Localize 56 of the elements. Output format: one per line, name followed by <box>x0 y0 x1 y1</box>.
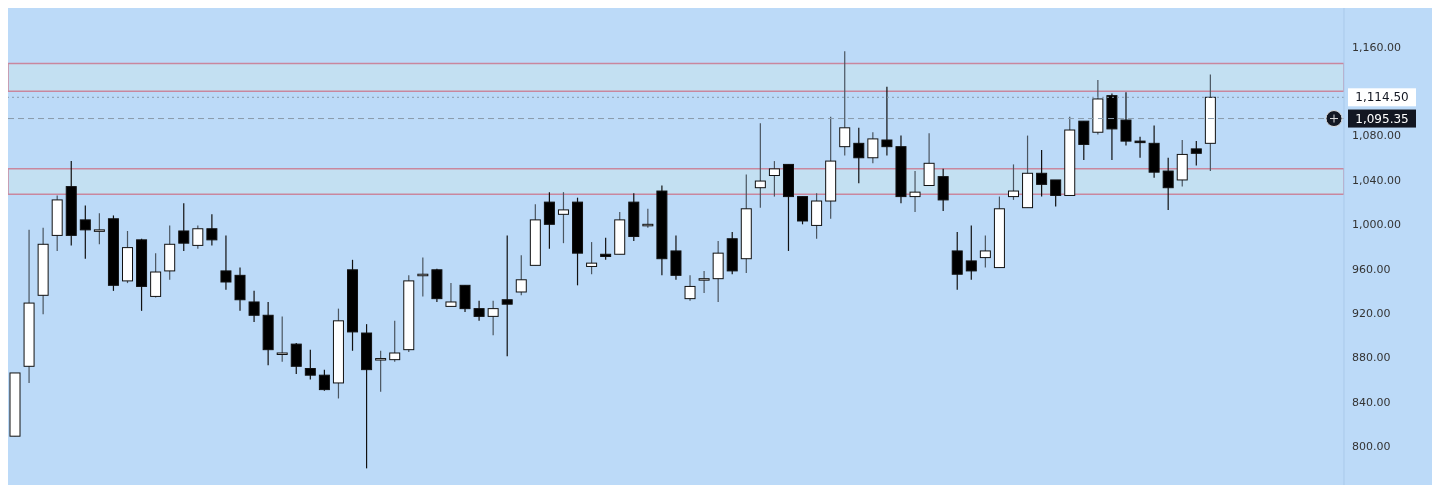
candlestick <box>1120 91 1132 147</box>
candlestick <box>501 234 513 357</box>
y-tick-label: 1,040.00 <box>1352 173 1401 187</box>
candlestick <box>1007 163 1019 201</box>
candlestick <box>487 300 499 336</box>
candlestick <box>1190 140 1202 167</box>
candlestick <box>1078 120 1090 161</box>
candlestick <box>178 202 190 252</box>
candlestick <box>979 234 991 269</box>
candlestick <box>867 131 879 164</box>
candlestick <box>248 290 260 323</box>
candlestick <box>1050 179 1062 208</box>
y-tick-label: 1,160.00 <box>1352 40 1401 54</box>
y-tick-label: 1,080.00 <box>1352 129 1401 143</box>
candlestick <box>515 254 527 296</box>
candlestick <box>600 237 612 261</box>
y-tick-label: 920.00 <box>1352 306 1391 320</box>
candlestick <box>698 270 710 294</box>
candlestick <box>557 191 569 244</box>
y-tick-label: 880.00 <box>1352 351 1391 365</box>
candlestick <box>318 369 330 392</box>
candlestick <box>206 213 218 246</box>
candlestick <box>304 349 316 381</box>
candlestick <box>276 315 288 363</box>
y-tick-label: 840.00 <box>1352 395 1391 409</box>
y-tick-label: 1,000.00 <box>1352 218 1401 232</box>
candlestick <box>543 191 555 250</box>
y-tick-label: 960.00 <box>1352 262 1391 276</box>
candlestick <box>881 86 893 157</box>
candlestick <box>473 300 485 322</box>
ref-line-label: 1,114.50 <box>1355 90 1409 105</box>
candlestick <box>853 127 865 184</box>
candlestick <box>445 282 457 307</box>
candlestick <box>1162 157 1174 211</box>
candlestick <box>839 50 851 157</box>
candlestick <box>375 350 387 393</box>
candlestick <box>79 204 91 260</box>
y-tick-label: 800.00 <box>1352 440 1391 454</box>
candlestick <box>768 160 780 198</box>
candlestick <box>389 320 401 363</box>
candlestick <box>586 241 598 275</box>
candlestick <box>754 122 766 209</box>
candlestick <box>290 342 302 375</box>
candlestick <box>684 274 696 302</box>
candlestick <box>937 168 949 212</box>
candlestick <box>93 212 105 245</box>
ref-line-label: 1,095.35 <box>1355 111 1409 126</box>
candlestick <box>923 132 935 187</box>
candlestick <box>192 224 204 250</box>
candlestick <box>909 170 921 213</box>
candlestick <box>1134 136 1146 159</box>
candlestick <box>965 224 977 281</box>
candlestick <box>220 234 232 291</box>
candlestick <box>459 284 471 313</box>
candlestick <box>951 231 963 291</box>
candlestick <box>1036 149 1048 198</box>
